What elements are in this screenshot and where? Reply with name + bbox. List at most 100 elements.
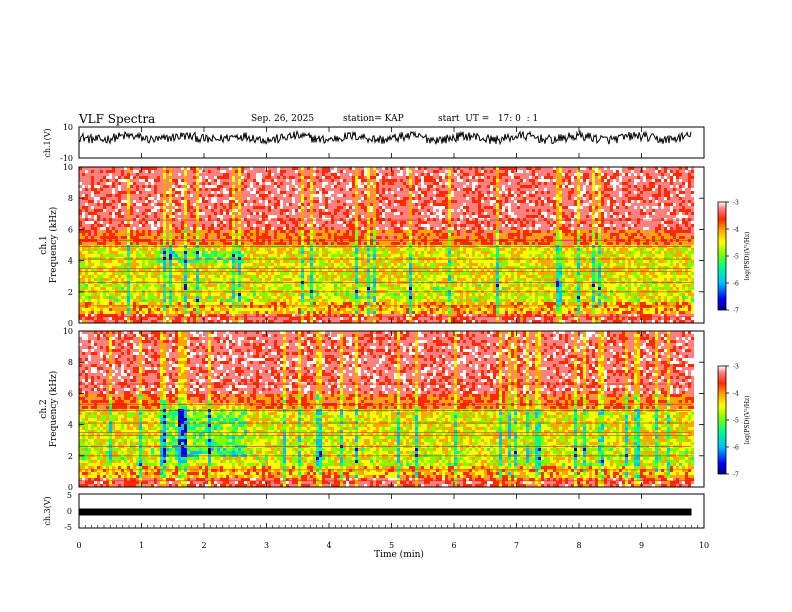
spectrogram-cell: [196, 206, 199, 209]
spectrogram-cell: [229, 227, 232, 230]
spectrogram-cell: [205, 266, 208, 269]
spectrogram-cell: [196, 176, 199, 179]
figure-title: VLF Spectra: [79, 112, 155, 126]
spectrogram-cell: [244, 308, 247, 311]
spectrogram-cell: [196, 311, 199, 314]
spectrogram-cell: [154, 194, 157, 197]
spectrogram-cell: [298, 203, 301, 206]
spectrogram-cell: [334, 218, 337, 221]
spectrogram-cell: [130, 188, 133, 191]
spectrogram-cell: [166, 191, 169, 194]
spectrogram-cell: [163, 299, 166, 302]
spectrogram-cell: [340, 269, 343, 272]
spectrogram-cell: [100, 194, 103, 197]
spectrogram-cell: [328, 302, 331, 305]
spectrogram-cell: [298, 176, 301, 179]
spectrogram-cell: [337, 230, 340, 233]
spectrogram-cell: [79, 206, 82, 209]
spectrogram-cell: [166, 272, 169, 275]
spectrogram-cell: [274, 200, 277, 203]
spectrogram-cell: [343, 185, 346, 188]
spectrogram-cell: [118, 263, 121, 266]
spectrogram-cell: [91, 167, 94, 170]
spectrogram-cell: [238, 320, 241, 323]
spectrogram-cell: [217, 194, 220, 197]
spectrogram-cell: [178, 251, 181, 254]
spectrogram-cell: [133, 230, 136, 233]
spectrogram-cell: [166, 200, 169, 203]
spectrogram-cell: [208, 308, 211, 311]
spectrogram-cell: [250, 266, 253, 269]
spectrogram-cell: [301, 197, 304, 200]
spectrogram-cell: [91, 206, 94, 209]
spectrogram-cell: [334, 311, 337, 314]
spectrogram-cell: [154, 230, 157, 233]
spectrogram-cell: [343, 209, 346, 212]
spectrogram-cell: [214, 278, 217, 281]
spectrogram-cell: [334, 293, 337, 296]
spectrogram-cell: [121, 251, 124, 254]
spectrogram-cell: [124, 278, 127, 281]
spectrogram-cell: [271, 248, 274, 251]
spectrogram-cell: [286, 194, 289, 197]
spectrogram-cell: [145, 302, 148, 305]
spectrogram-cell: [295, 284, 298, 287]
spectrogram-cell: [187, 317, 190, 320]
spectrogram-cell: [148, 233, 151, 236]
spectrogram-cell: [217, 206, 220, 209]
spectrogram-cell: [211, 188, 214, 191]
spectrogram-cell: [115, 236, 118, 239]
spectrogram-cell: [223, 242, 226, 245]
spectrogram-cell: [106, 305, 109, 308]
spectrogram-cell: [115, 179, 118, 182]
spectrogram-cell: [142, 185, 145, 188]
spectrogram-cell: [259, 188, 262, 191]
spectrogram-cell: [349, 278, 352, 281]
spectrogram-cell: [88, 293, 91, 296]
spectrogram-cell: [325, 179, 328, 182]
spectrogram-cell: [253, 203, 256, 206]
spectrogram-cell: [127, 257, 130, 260]
spectrogram-cell: [208, 188, 211, 191]
spectrogram-cell: [355, 263, 358, 266]
spectrogram-cell: [322, 269, 325, 272]
spectrogram-cell: [175, 170, 178, 173]
spectrogram-cell: [130, 200, 133, 203]
spectrogram-cell: [118, 251, 121, 254]
spectrogram-cell: [241, 272, 244, 275]
spectrogram-cell: [256, 185, 259, 188]
spectrogram-cell: [235, 251, 238, 254]
spectrogram-cell: [172, 194, 175, 197]
spectrogram-cell: [340, 299, 343, 302]
spectrogram-cell: [211, 203, 214, 206]
spectrogram-cell: [259, 278, 262, 281]
spectrogram-cell: [349, 287, 352, 290]
spectrogram-cell: [283, 215, 286, 218]
spectrogram-cell: [232, 191, 235, 194]
spectrogram-cell: [235, 221, 238, 224]
spectrogram-cell: [235, 236, 238, 239]
spectrogram-cell: [130, 233, 133, 236]
spectrogram-cell: [142, 179, 145, 182]
spectrogram-cell: [178, 176, 181, 179]
spectrogram-cell: [265, 209, 268, 212]
spectrogram-cell: [316, 314, 319, 317]
spectrogram-cell: [139, 188, 142, 191]
spectrogram-cell: [325, 200, 328, 203]
spectrogram-cell: [307, 299, 310, 302]
spectrogram-cell: [307, 212, 310, 215]
spectrogram-cell: [121, 275, 124, 278]
spectrogram-cell: [208, 185, 211, 188]
spectrogram-cell: [157, 263, 160, 266]
spectrogram-cell: [214, 224, 217, 227]
spectrogram-cell: [166, 248, 169, 251]
spectrogram-cell: [196, 191, 199, 194]
spectrogram-cell: [304, 248, 307, 251]
spectrogram-cell: [277, 197, 280, 200]
spectrogram-cell: [235, 197, 238, 200]
spectrogram-cell: [343, 236, 346, 239]
spectrogram-cell: [181, 233, 184, 236]
spectrogram-cell: [172, 296, 175, 299]
spectrogram-cell: [340, 218, 343, 221]
spectrogram-cell: [310, 287, 313, 290]
